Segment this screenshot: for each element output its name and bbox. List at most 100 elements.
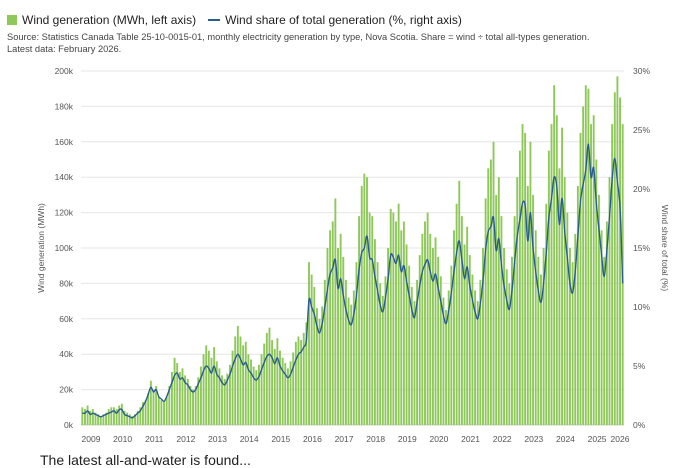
wind-bar [139,407,142,425]
wind-bar [611,124,614,425]
wind-bar [566,212,569,425]
wind-bar [392,212,395,425]
right-axis-ticks: 0% 5% 10% 15% 20% 25% 30% [633,66,650,430]
wind-bar [315,308,318,425]
wind-bar [508,283,511,425]
wind-bar [516,177,519,425]
right-tick-label: 10% [633,302,650,312]
left-tick-label: 60k [59,314,73,324]
wind-bar [231,350,234,425]
left-tick-label: 100k [55,243,74,253]
wind-bar [537,256,540,425]
wind-bar [479,279,482,425]
legend: Wind generation (MWh, left axis) Wind sh… [7,11,474,29]
source-line-1: Source: Statistics Canada Table 25-10-00… [7,32,590,42]
wind-bar [569,248,571,425]
wind-bar [142,401,144,425]
wind-bar [476,301,479,425]
wind-bar [308,262,310,425]
wind-bar [598,194,600,425]
wind-bar [474,290,477,425]
wind-bar [113,407,115,425]
wind-bar [197,377,200,425]
wind-bar [579,132,582,425]
left-tick-label: 120k [55,208,74,218]
right-tick-label: 25% [633,125,650,135]
wind-bar [400,230,403,425]
x-tick-label: 2017 [335,434,354,444]
x-tick-label: 2011 [145,434,164,444]
wind-bar [447,290,450,425]
wind-bar [384,276,387,425]
right-tick-label: 5% [633,361,646,371]
wind-bar [563,177,566,425]
wind-bar [173,357,176,425]
wind-bar [619,97,621,426]
wind-bar [99,416,102,425]
wind-bar [118,405,121,425]
wind-bar [352,290,355,425]
wind-bar [236,325,239,425]
wind-bar [355,262,358,425]
wind-bar [189,386,192,425]
x-tick-label: 2012 [176,434,195,444]
wind-bar [582,106,585,426]
wind-bar [534,230,537,425]
wind-bar [123,410,126,425]
wind-bar [247,354,250,425]
wind-bar [542,248,545,425]
wind-bar [344,279,347,425]
wind-bar [339,233,342,425]
wind-bar [592,115,595,425]
wind-bar [373,239,376,425]
wind-bar [105,412,107,425]
wind-bar [571,262,574,425]
wind-bar [199,366,202,425]
wind-bar [460,216,463,425]
wind-bar [426,212,429,425]
wind-bar [184,375,187,425]
wind-bar [284,363,287,425]
wind-bar [439,276,442,425]
wind-bar [463,244,466,425]
wind-bar [550,124,553,425]
wind-bar [595,159,598,425]
wind-bar [242,345,245,425]
wind-bar [505,269,508,425]
wind-bar [84,409,86,425]
wind-bar [305,322,308,425]
wind-bar [532,194,535,425]
legend-item-bars: Wind generation (MWh, left axis) [7,13,196,27]
wind-bar [466,226,469,425]
wind-bar [413,301,416,425]
wind-bar [587,88,590,425]
wind-bar [313,286,316,425]
wind-bar [107,409,110,425]
wind-bar [115,409,118,425]
wind-bar [350,304,353,425]
line-swatch-icon [208,19,221,21]
wind-bar [331,221,334,425]
wind-bar [257,364,260,425]
wind-bar [608,177,611,425]
left-axis-ticks: 0k 20k 40k 60k 80k 100k 120k 140k 160k 180k 200k [55,66,74,430]
wind-bar [131,416,134,425]
wind-bar [329,230,332,425]
wind-bar [234,336,237,425]
wind-bar [381,295,384,425]
wind-bar [584,85,587,425]
wind-bar [371,216,374,425]
left-tick-label: 20k [59,385,73,395]
wind-bar [192,389,194,425]
x-tick-label: 2016 [303,434,322,444]
wind-bar [144,400,147,425]
legend-label-bars: Wind generation (MWh, left axis) [22,13,197,27]
wind-bar [168,386,171,425]
wind-bar [215,361,218,425]
wind-bar [223,378,226,425]
wind-bar [337,248,339,425]
wind-bar [402,221,405,425]
wind-bar [521,124,524,425]
right-tick-label: 15% [633,243,650,253]
wind-bar [347,297,350,425]
